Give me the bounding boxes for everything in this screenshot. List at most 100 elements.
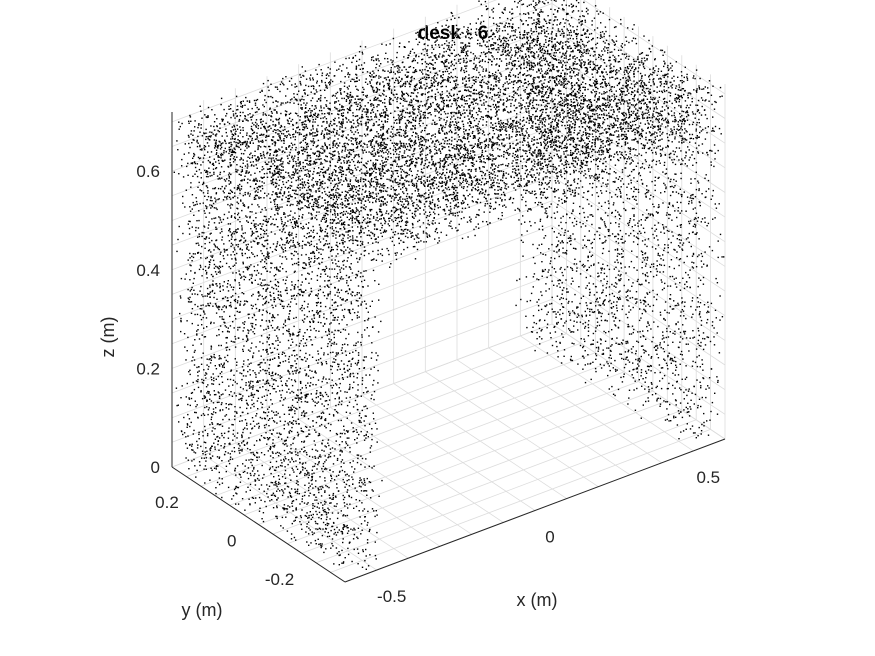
left-leg-point bbox=[277, 314, 279, 316]
right-leg-point bbox=[569, 329, 571, 332]
left-leg-point bbox=[333, 479, 336, 481]
left-leg-point bbox=[276, 243, 278, 245]
left-leg-point bbox=[252, 459, 254, 461]
left-leg-point bbox=[292, 423, 294, 425]
left-leg-point bbox=[210, 251, 212, 253]
right-leg-point bbox=[618, 291, 620, 293]
right-leg-point bbox=[571, 117, 573, 119]
right-leg-point bbox=[599, 147, 601, 149]
left-leg-point bbox=[205, 460, 207, 462]
left-leg-point bbox=[301, 247, 304, 249]
right-leg-point bbox=[707, 222, 710, 225]
left-leg-point bbox=[281, 438, 283, 440]
left-leg-point bbox=[248, 249, 250, 251]
left-leg-point bbox=[232, 341, 234, 343]
left-leg-point bbox=[245, 334, 248, 337]
right-leg-point bbox=[691, 316, 693, 318]
left-leg-point bbox=[194, 303, 196, 306]
left-leg-point bbox=[372, 490, 374, 492]
left-leg-point bbox=[268, 364, 271, 366]
left-leg-point bbox=[322, 486, 324, 489]
left-leg-point bbox=[301, 498, 303, 500]
left-leg-point bbox=[268, 371, 270, 374]
left-leg-point bbox=[286, 241, 288, 243]
left-leg-point bbox=[307, 375, 310, 377]
left-leg-point bbox=[234, 300, 237, 303]
left-leg-point bbox=[352, 483, 354, 485]
left-leg-point bbox=[294, 360, 296, 362]
left-leg-point bbox=[347, 344, 349, 346]
right-leg-point bbox=[683, 330, 685, 333]
left-leg-point bbox=[283, 424, 285, 426]
left-leg-point bbox=[227, 299, 229, 302]
left-leg-point bbox=[264, 303, 266, 305]
left-leg-point bbox=[363, 478, 365, 480]
left-leg-point bbox=[251, 464, 253, 467]
right-leg-point bbox=[588, 282, 590, 284]
left-leg-point bbox=[277, 412, 279, 415]
left-leg-point bbox=[317, 353, 320, 355]
left-leg-point bbox=[278, 270, 280, 272]
right-leg-point bbox=[564, 201, 566, 203]
left-leg-point bbox=[203, 397, 206, 399]
right-leg-point bbox=[551, 344, 554, 347]
grid-line bbox=[583, 0, 726, 95]
left-leg-point bbox=[246, 389, 248, 392]
right-leg-point bbox=[633, 328, 635, 331]
left-leg-point bbox=[277, 483, 279, 485]
right-leg-point bbox=[621, 112, 623, 114]
right-leg-point bbox=[621, 381, 624, 383]
right-leg-point bbox=[611, 307, 613, 309]
left-leg-point bbox=[213, 249, 215, 251]
left-leg-point bbox=[310, 278, 313, 280]
left-leg-point bbox=[217, 423, 219, 425]
left-leg-point bbox=[276, 245, 278, 247]
left-leg-point bbox=[313, 252, 315, 255]
left-leg-point bbox=[276, 241, 279, 243]
left-leg-point bbox=[225, 414, 228, 416]
right-leg-point bbox=[659, 311, 662, 314]
grid-line bbox=[551, 126, 726, 243]
left-leg-point bbox=[189, 252, 191, 255]
left-leg-point bbox=[325, 265, 327, 268]
left-leg-point bbox=[358, 292, 360, 294]
left-leg-point bbox=[243, 440, 245, 442]
right-leg-point bbox=[674, 330, 676, 333]
right-leg-point bbox=[519, 210, 521, 212]
left-leg-point bbox=[357, 563, 359, 565]
left-leg-point bbox=[361, 280, 363, 283]
right-leg-point bbox=[553, 284, 555, 286]
left-leg-point bbox=[364, 481, 366, 484]
left-leg-point bbox=[255, 307, 258, 310]
left-leg-point bbox=[198, 338, 201, 340]
right-leg-point bbox=[643, 303, 645, 305]
left-leg-point bbox=[318, 455, 321, 458]
left-leg-point bbox=[321, 364, 323, 366]
right-leg-point bbox=[610, 362, 612, 365]
left-leg-point bbox=[225, 307, 227, 309]
left-leg-point bbox=[292, 442, 294, 445]
left-leg-point bbox=[249, 489, 251, 491]
left-leg-point bbox=[198, 461, 201, 463]
left-leg-point bbox=[333, 455, 336, 457]
left-leg-point bbox=[262, 223, 264, 225]
right-leg-point bbox=[679, 363, 681, 365]
left-leg-point bbox=[315, 359, 318, 362]
left-leg-point bbox=[272, 287, 275, 290]
left-leg-point bbox=[347, 527, 349, 529]
left-leg-point bbox=[201, 294, 203, 296]
left-leg-point bbox=[286, 289, 288, 291]
left-leg-point bbox=[196, 220, 198, 222]
left-leg-point bbox=[291, 467, 293, 469]
left-leg-point bbox=[204, 238, 207, 240]
left-leg-point bbox=[311, 469, 313, 471]
left-leg-point bbox=[294, 298, 296, 300]
right-leg-point bbox=[617, 211, 619, 213]
right-leg-point bbox=[673, 158, 675, 161]
left-leg-point bbox=[256, 381, 258, 383]
right-leg-point bbox=[619, 275, 621, 277]
left-leg-point bbox=[233, 254, 236, 256]
left-leg-point bbox=[280, 433, 282, 435]
right-leg-point bbox=[673, 417, 675, 419]
right-leg-point bbox=[666, 311, 668, 314]
